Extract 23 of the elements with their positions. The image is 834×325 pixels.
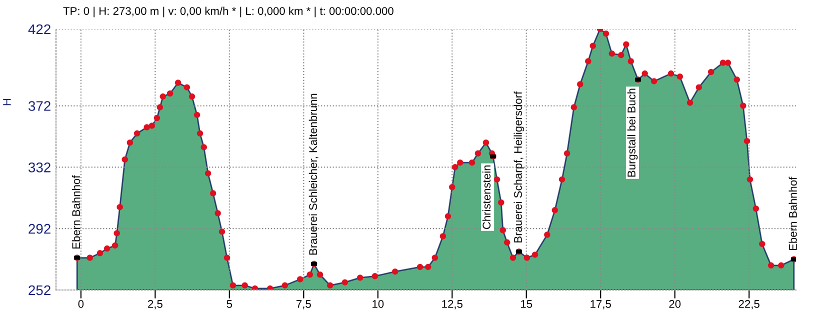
x-tick-label: 15 [521, 300, 532, 308]
chart-title: TP: 0 | H: 273,00 m | v: 0,00 km/h * | L: 0,000 km * | t: 00:00:00.000 [63, 6, 394, 18]
y-axis-title: H [3, 98, 11, 106]
y-tick-label: 252 [28, 285, 50, 296]
y-tick-label: 422 [28, 24, 50, 34]
annotation: Brauerei Scharpf, Heiligersdorf [514, 91, 524, 242]
y-tick-label: 332 [28, 162, 50, 172]
x-tick-label: 7,5 [296, 300, 311, 310]
x-tick-label: 17,5 [590, 300, 611, 310]
y-tick-label: 372 [28, 101, 50, 111]
x-tick-label: 10 [372, 300, 384, 308]
annotation: Burgstall bei Buch [627, 88, 638, 177]
annotation: Ebern Bahnhof [788, 176, 797, 250]
x-tick-label: 5 [226, 300, 232, 308]
x-tick-label: 20 [669, 300, 681, 308]
x-tick-label: 0 [78, 300, 84, 308]
annotation: Ebern Bahnhof [72, 175, 80, 249]
annotation: Brauerei Schleicher, Kaltenbrunn [308, 94, 318, 255]
x-tick-label: 2,5 [148, 300, 162, 310]
annotation: Christenstein [482, 165, 491, 230]
y-tick-label: 292 [28, 224, 50, 234]
x-tick-label: 22,5 [738, 300, 760, 310]
x-tick-label: 12,5 [442, 300, 462, 310]
